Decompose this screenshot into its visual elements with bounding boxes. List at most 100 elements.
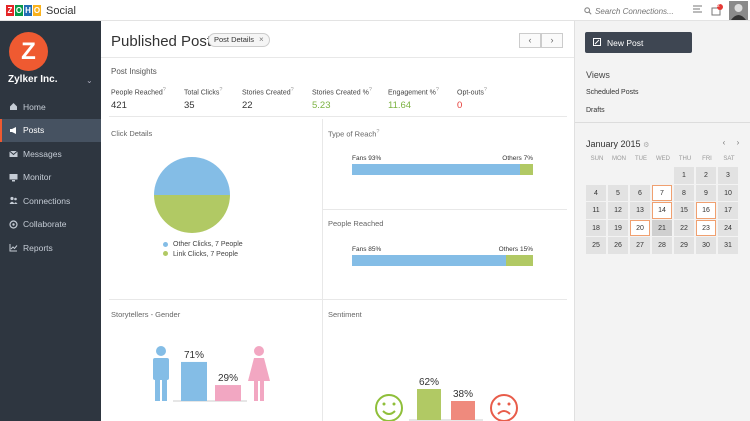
sidebar-item-home[interactable]: Home: [0, 95, 101, 119]
divider: [322, 119, 323, 421]
calendar-day[interactable]: 27: [630, 237, 650, 254]
calendar-day[interactable]: 6: [630, 184, 650, 201]
chip-label: Post Details: [214, 35, 255, 44]
org-logo[interactable]: Z: [9, 32, 48, 71]
settings-icon[interactable]: ⚙: [643, 142, 650, 149]
next-button[interactable]: ›: [541, 33, 563, 48]
view-drafts[interactable]: Drafts: [586, 107, 605, 114]
stat-value: 35: [184, 100, 195, 112]
calendar-day[interactable]: 2: [696, 167, 716, 184]
stat-label: Stories Created %: [312, 89, 369, 97]
bar-segment-fans[interactable]: [352, 255, 506, 266]
chart-icon: [8, 243, 18, 253]
calendar-day[interactable]: 30: [696, 237, 716, 254]
bar-segment-others[interactable]: [520, 164, 533, 175]
calendar-day[interactable]: 24: [718, 219, 738, 236]
close-icon[interactable]: ×: [259, 35, 264, 44]
search-box[interactable]: [584, 5, 686, 17]
calendar-day[interactable]: 15: [674, 202, 694, 219]
bar-negative[interactable]: [451, 401, 475, 420]
sidebar-item-monitor[interactable]: Monitor: [0, 166, 101, 190]
calendar-day[interactable]: 7: [652, 184, 672, 201]
chevron-down-icon[interactable]: ⌄: [86, 76, 93, 85]
calendar-day[interactable]: 14: [652, 202, 672, 219]
info-icon[interactable]: ?: [162, 87, 166, 93]
info-icon[interactable]: ?: [290, 87, 294, 93]
calendar-day[interactable]: 1: [674, 167, 694, 184]
bar-female[interactable]: [215, 385, 241, 401]
calendar-day[interactable]: 19: [608, 219, 628, 236]
calendar-day[interactable]: 16: [696, 202, 716, 219]
sidebar-item-connections[interactable]: Connections: [0, 189, 101, 213]
calendar-day[interactable]: 22: [674, 219, 694, 236]
calendar-day[interactable]: 4: [586, 184, 606, 201]
view-scheduled-posts[interactable]: Scheduled Posts: [586, 89, 639, 96]
bar-segment-others[interactable]: [505, 255, 533, 266]
bar-male[interactable]: [181, 361, 207, 401]
calendar-day[interactable]: 20: [630, 219, 650, 236]
calendar-day[interactable]: 28: [652, 237, 672, 254]
notification-icon[interactable]: [711, 4, 723, 17]
calendar-day[interactable]: 3: [718, 167, 738, 184]
sidebar-item-label: Reports: [23, 242, 53, 253]
sidebar-item-label: Home: [23, 101, 46, 112]
legend-dot: [163, 241, 168, 247]
calendar-day[interactable]: 21: [652, 219, 672, 236]
bar-segment-fans[interactable]: [352, 164, 521, 175]
calendar-day[interactable]: 26: [608, 237, 628, 254]
calendar-day[interactable]: 10: [718, 184, 738, 201]
calendar-day[interactable]: 5: [608, 184, 628, 201]
info-icon[interactable]: ?: [483, 87, 487, 93]
calendar-day[interactable]: 23: [696, 219, 716, 236]
sidebar-item-messages[interactable]: Messages: [0, 142, 101, 166]
info-icon[interactable]: ?: [376, 129, 380, 135]
sad-face-icon: [490, 394, 518, 421]
calendar-day[interactable]: 17: [718, 202, 738, 219]
calendar-day[interactable]: 13: [630, 202, 650, 219]
sidebar-item-collaborate[interactable]: Collaborate: [0, 213, 101, 237]
home-icon: [8, 102, 18, 112]
type-of-reach-bar: Fans 93% Others 7%: [352, 155, 533, 175]
calendar-next-button[interactable]: ›: [736, 138, 740, 147]
calendar-day[interactable]: 11: [586, 202, 606, 219]
prev-button[interactable]: ‹: [519, 33, 541, 48]
info-icon[interactable]: ?: [435, 87, 439, 93]
info-icon[interactable]: ?: [219, 87, 223, 93]
main-content: Published Posts Post Details × ‹ › Post …: [101, 21, 574, 421]
divider: [575, 122, 750, 123]
user-avatar[interactable]: [729, 1, 748, 20]
stat-label: People Reached: [111, 89, 163, 97]
info-icon[interactable]: ?: [368, 87, 372, 93]
calendar-day[interactable]: 31: [718, 237, 738, 254]
panel-title-gender: Storytellers - Gender: [111, 310, 181, 319]
brand-logo[interactable]: Z O H O Social: [6, 4, 76, 17]
legend-label: Other Clicks, 7 People: [173, 241, 243, 248]
pie-slice-other-clicks[interactable]: [154, 157, 230, 195]
filter-chip[interactable]: Post Details ×: [208, 33, 270, 47]
right-panel: New Post Views Scheduled Posts Drafts Ja…: [574, 21, 750, 421]
pie-slice-link-clicks[interactable]: [154, 195, 230, 233]
panel-title-sentiment: Sentiment: [328, 310, 362, 319]
calendar-day[interactable]: 25: [586, 237, 606, 254]
calendar-weekday: TUE: [635, 156, 647, 162]
sidebar-item-posts[interactable]: Posts: [0, 118, 101, 142]
bar-positive[interactable]: [417, 389, 441, 420]
calendar-day[interactable]: 29: [674, 237, 694, 254]
sidebar-item-reports[interactable]: Reports: [0, 236, 101, 260]
calendar: SUN MON TUE WED THU FRI SAT 1 2 3 4 5 6 7 8 9 10 11 12 13 1…: [586, 154, 741, 254]
search-input[interactable]: [595, 6, 685, 16]
calendar-title: January 2015 ⚙: [586, 139, 649, 149]
calendar-day[interactable]: 8: [674, 184, 694, 201]
sidebar-item-label: Connections: [23, 195, 71, 206]
calendar-weekday: MON: [612, 156, 626, 162]
calendar-day[interactable]: 9: [696, 184, 716, 201]
calendar-day[interactable]: 12: [608, 202, 628, 219]
zoho-logo: Z O H O: [6, 5, 42, 16]
menu-list-icon[interactable]: [692, 4, 703, 15]
page-title: Published Posts: [111, 33, 219, 50]
org-name[interactable]: Zylker Inc.: [8, 74, 58, 85]
search-icon: [584, 7, 592, 15]
calendar-day[interactable]: 18: [586, 219, 606, 236]
calendar-prev-button[interactable]: ‹: [722, 138, 726, 147]
new-post-button[interactable]: New Post: [585, 32, 692, 53]
